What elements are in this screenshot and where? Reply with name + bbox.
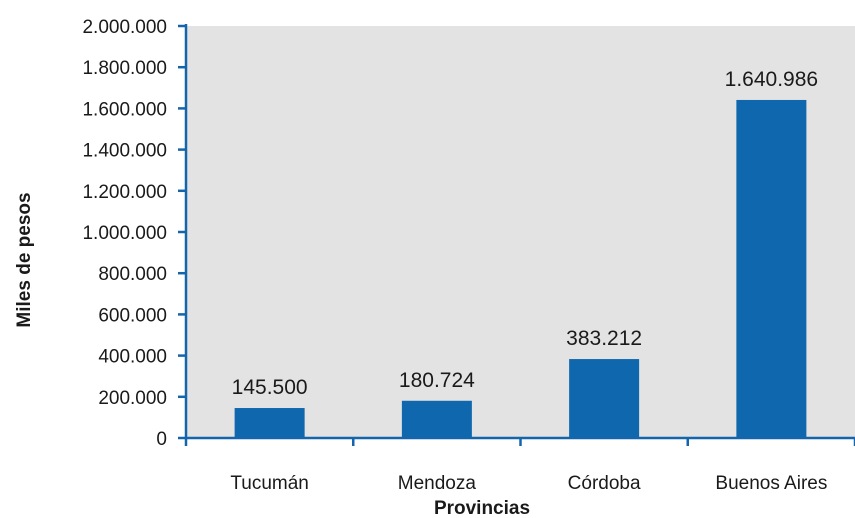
bar-value-label: 145.500 — [232, 376, 308, 399]
x-category-label: Mendoza — [398, 473, 477, 494]
x-category-label: Córdoba — [568, 473, 641, 494]
x-axis-title: Provincias — [434, 498, 530, 518]
y-tick-label: 1.600.000 — [82, 99, 167, 120]
bar — [234, 408, 305, 438]
y-tick-label: 2.000.000 — [82, 17, 167, 38]
y-tick-label: 1.800.000 — [82, 58, 167, 79]
bar — [401, 400, 472, 438]
bars: 145.500 180.724 383.212 1.640.986 — [232, 68, 818, 439]
bar-value-label: 180.724 — [399, 369, 475, 392]
y-tick-label: 200.000 — [98, 388, 167, 409]
y-tick-label: 1.200.000 — [82, 182, 167, 203]
bar — [569, 359, 640, 438]
y-tick-label: 1.000.000 — [82, 223, 167, 244]
y-tick-label: 800.000 — [98, 264, 167, 285]
bar-value-label: 383.212 — [566, 327, 642, 350]
x-axis-ticks: Tucumán Mendoza Córdoba Buenos Aires — [230, 438, 855, 494]
y-tick-label: 400.000 — [98, 347, 167, 368]
bar-value-label: 1.640.986 — [725, 68, 818, 91]
bar — [736, 99, 807, 439]
y-tick-label: 600.000 — [98, 305, 167, 326]
y-axis-ticks: 0 200.000 400.000 600.000 800.000 1.000.000 1.… — [82, 17, 186, 450]
x-category-label: Tucumán — [230, 473, 309, 494]
y-axis-title: Miles de pesos — [14, 192, 35, 327]
x-category-label: Buenos Aires — [715, 473, 827, 494]
y-tick-label: 0 — [156, 429, 167, 450]
y-tick-label: 1.400.000 — [82, 141, 167, 162]
